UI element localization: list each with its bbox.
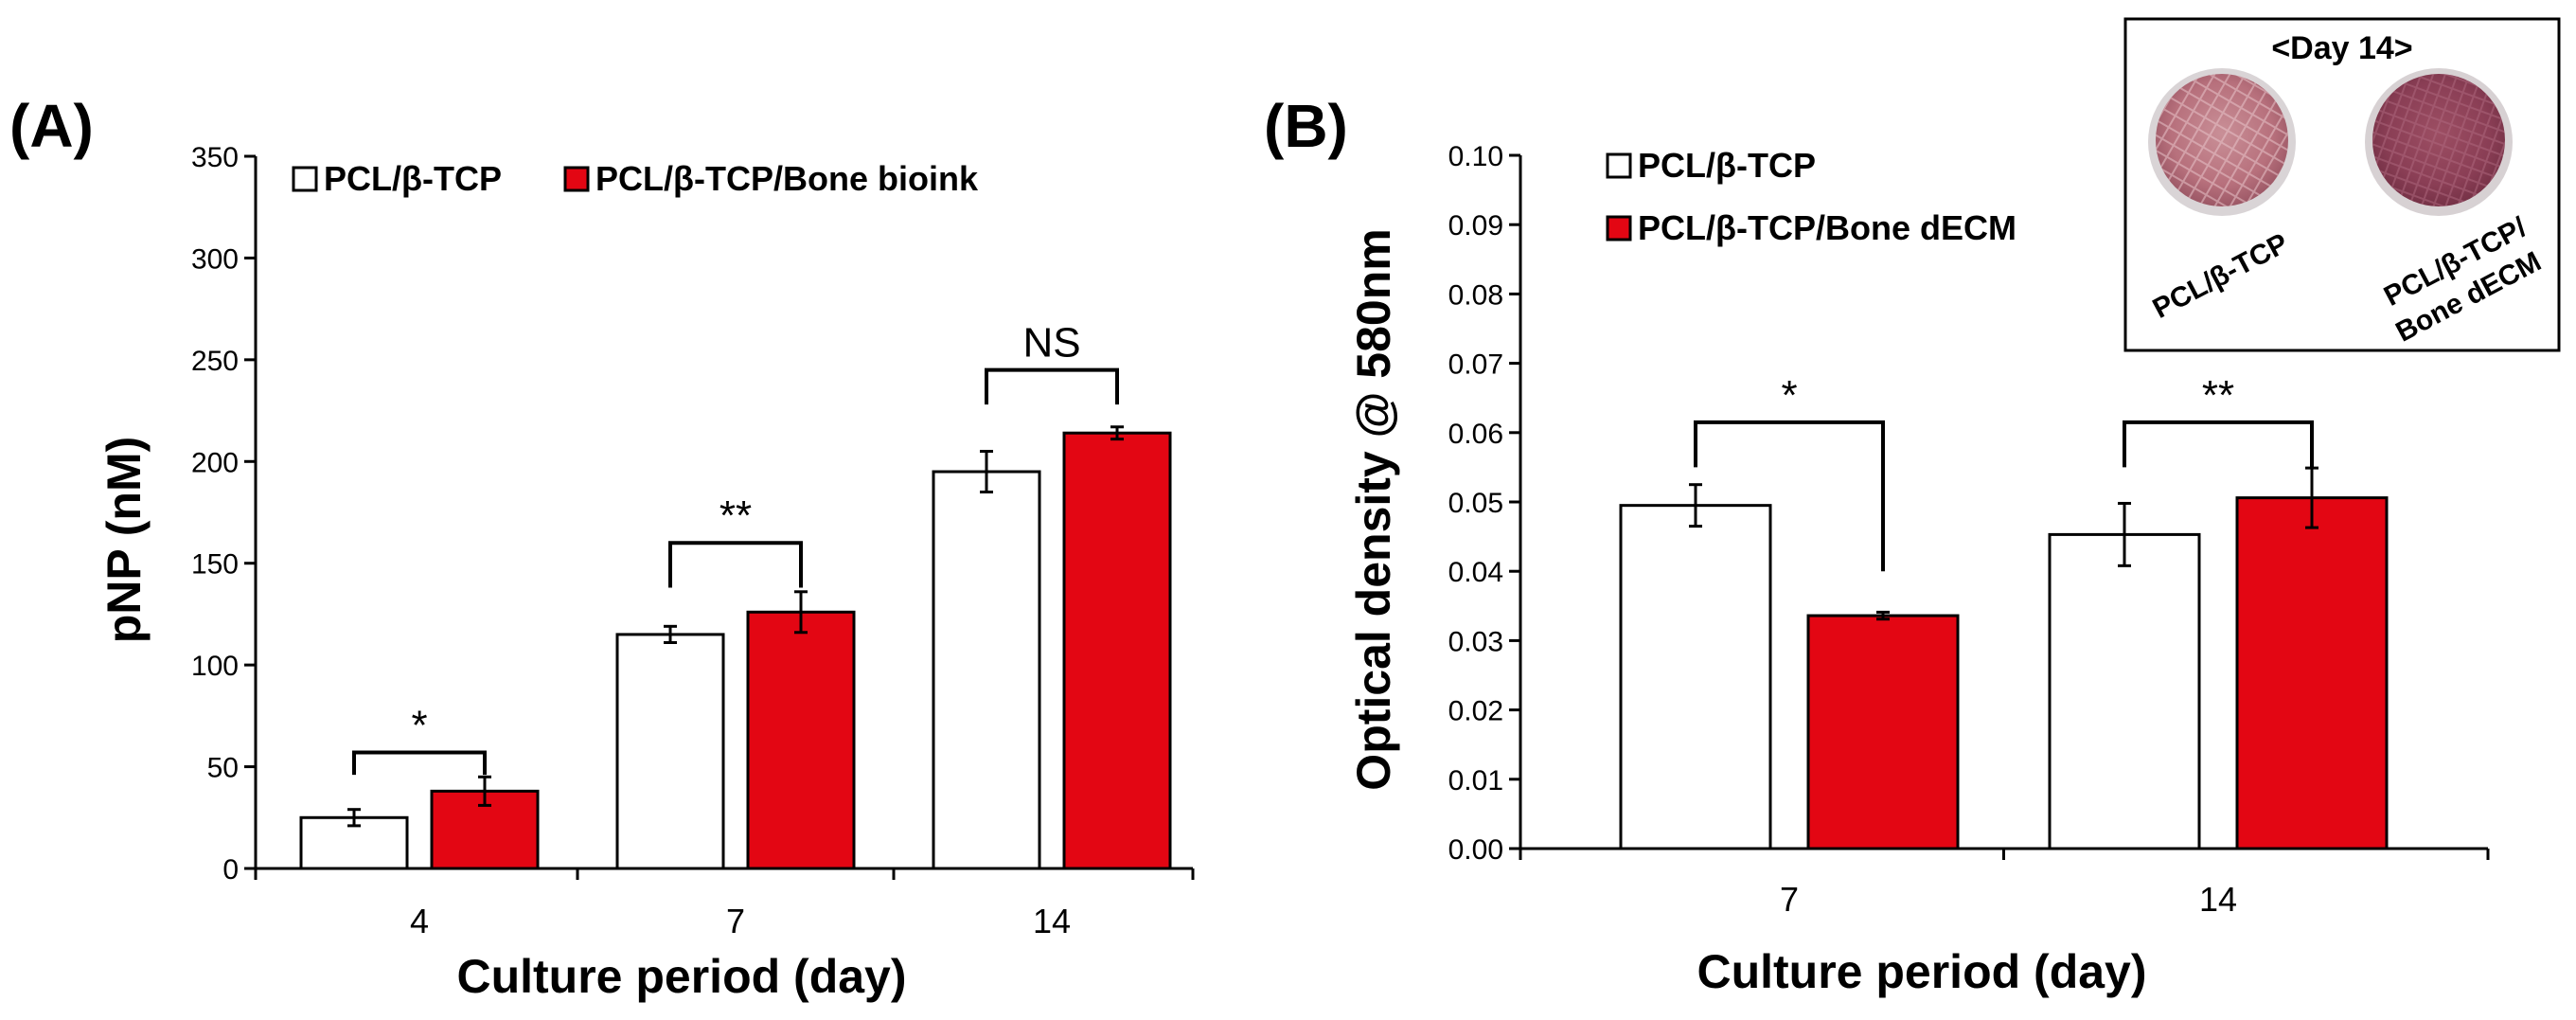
significance-label: *	[411, 703, 427, 749]
bar-bone-14	[1062, 431, 1172, 870]
y-tick-label: 0.00	[1448, 834, 1503, 866]
y-tick-label: 250	[191, 346, 239, 377]
dish-pcl-tcp	[2148, 68, 2296, 216]
legend-label-pcl-tcp-b: PCL/β-TCP	[1638, 146, 1816, 185]
panel-a-bars	[299, 425, 1172, 870]
bar-bone-14	[2235, 496, 2389, 850]
panel-a-label: (A)	[9, 92, 94, 160]
significance-bracket	[2123, 420, 2314, 468]
y-tick-label: 0.04	[1448, 557, 1503, 588]
panel-a-category-labels: 4 7 14	[410, 902, 1071, 940]
y-tick-label: 0.06	[1448, 419, 1503, 450]
inset-title: <Day 14>	[2271, 30, 2412, 66]
legend-label-bone-decm: PCL/β-TCP/Bone dECM	[1638, 208, 2016, 247]
y-tick-label: 350	[191, 142, 239, 173]
panel-a-y-ticks: 0 50 100 150 200 250 300 350	[191, 142, 256, 886]
bar-pcl-tcp-7	[615, 633, 725, 870]
panel-b-significance: * **	[1694, 372, 2314, 572]
legend-swatch-pcl-tcp	[292, 166, 318, 192]
bar-bone-7	[1806, 614, 1960, 850]
significance-bracket	[985, 367, 1119, 405]
panel-a-axes	[254, 156, 1195, 880]
panel-a-chart: (A) pNP (nM) Culture period (day) 0 50 100…	[9, 92, 1195, 1003]
legend-label-pcl-tcp: PCL/β-TCP	[324, 159, 502, 198]
y-tick-label: 0.05	[1448, 488, 1503, 519]
panel-b-x-axis-title: Culture period (day)	[1697, 945, 2146, 998]
panel-a-significance: ***NS	[352, 320, 1119, 776]
significance-label: **	[720, 492, 752, 539]
significance-label: **	[2202, 372, 2234, 419]
panel-b-label: (B)	[1264, 92, 1348, 160]
y-tick-label: 0.02	[1448, 696, 1503, 727]
y-tick-label: 0.10	[1448, 141, 1503, 172]
significance-label: NS	[1022, 320, 1080, 367]
panel-b-y-axis-title: Optical density @ 580nm	[1347, 228, 1400, 790]
panel-b-inset-photo: <Day 14> PCL/β-TCP PCL/β-TCP/ Bone dECM	[2123, 17, 2561, 352]
panel-b-y-ticks: 0.00 0.01 0.02 0.03 0.04 0.05 0.06 0.07 0.08 0.09…	[1448, 141, 1520, 866]
panel-b-axes	[1519, 155, 2490, 860]
panel-b-legend: PCL/β-TCP PCL/β-TCP/Bone dECM	[1606, 146, 2016, 247]
significance-bracket	[352, 750, 487, 776]
panel-a-x-axis-title: Culture period (day)	[456, 950, 906, 1003]
legend-swatch-bone-decm	[1606, 215, 1632, 242]
y-tick-label: 300	[191, 243, 239, 275]
y-tick-label: 0.01	[1448, 765, 1503, 796]
x-category-label: 14	[2199, 880, 2237, 919]
x-category-label: 7	[726, 902, 745, 940]
y-tick-label: 150	[191, 549, 239, 581]
bar-pcl-tcp-14	[2048, 532, 2201, 850]
y-tick-label: 200	[191, 447, 239, 478]
x-category-label: 7	[1780, 880, 1799, 919]
x-category-label: 14	[1033, 902, 1071, 940]
y-tick-label: 0.09	[1448, 210, 1503, 242]
significance-label: *	[1781, 372, 1797, 419]
y-tick-label: 50	[207, 753, 239, 784]
bar-pcl-tcp-7	[1619, 504, 1772, 850]
y-tick-label: 0.07	[1448, 349, 1503, 381]
legend-label-bone-bioink: PCL/β-TCP/Bone bioink	[595, 159, 979, 198]
panel-a-y-axis-title: pNP (nM)	[98, 437, 151, 643]
panel-b-bars	[1619, 466, 2389, 850]
significance-bracket	[1694, 420, 1885, 572]
panel-a-legend: PCL/β-TCP PCL/β-TCP/Bone bioink	[292, 159, 979, 198]
bar-bone-7	[746, 610, 856, 870]
legend-swatch-pcl-tcp-b	[1606, 152, 1632, 179]
legend-swatch-bone-bioink	[563, 166, 590, 192]
bar-pcl-tcp-14	[932, 470, 1041, 870]
dish-pcl-tcp-bone-decm	[2365, 68, 2513, 216]
panel-b-category-labels: 7 14	[1780, 880, 2237, 919]
y-tick-label: 100	[191, 651, 239, 682]
panel-b-chart: (B) Optical density @ 580nm Culture peri…	[1264, 17, 2561, 998]
significance-bracket	[668, 541, 803, 588]
x-category-label: 4	[410, 902, 429, 940]
y-tick-label: 0	[222, 854, 239, 886]
y-tick-label: 0.03	[1448, 626, 1503, 657]
y-tick-label: 0.08	[1448, 279, 1503, 311]
